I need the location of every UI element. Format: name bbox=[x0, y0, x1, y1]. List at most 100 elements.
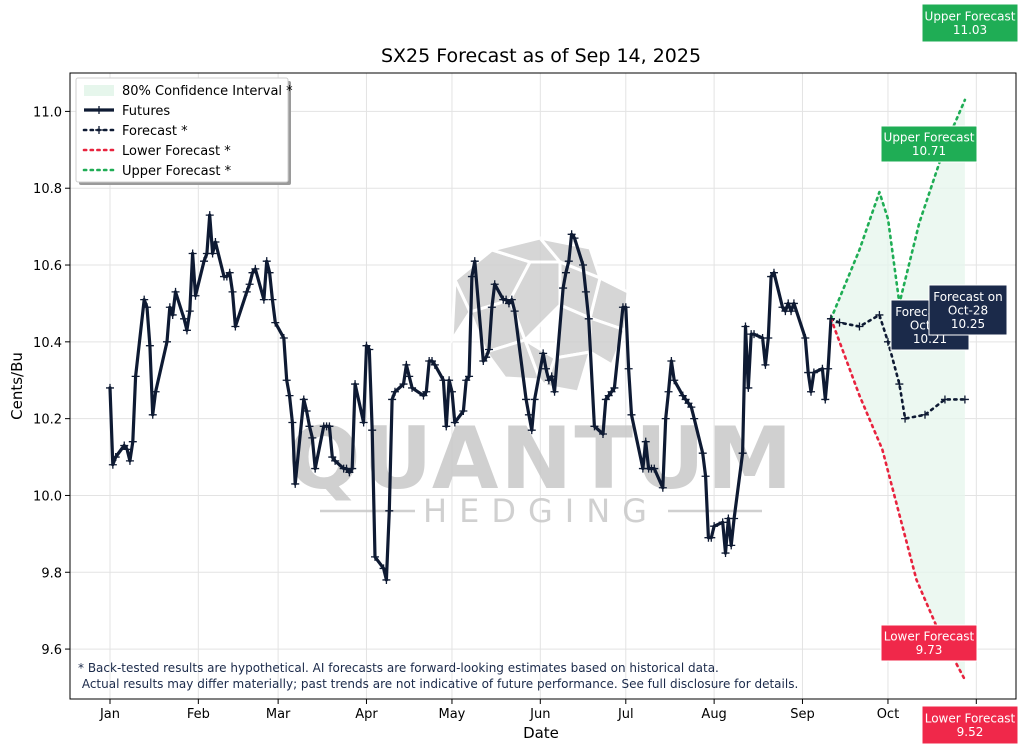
data-point-marker bbox=[402, 360, 411, 369]
data-point-marker bbox=[450, 418, 459, 427]
annotation-text: Upper Forecast bbox=[925, 10, 1016, 24]
data-point-marker bbox=[710, 522, 719, 531]
data-point-marker bbox=[123, 445, 132, 454]
data-point-marker bbox=[764, 333, 773, 342]
annotation-text: 10.25 bbox=[951, 317, 985, 331]
data-point-marker bbox=[279, 333, 288, 342]
data-point-marker bbox=[385, 506, 394, 515]
data-point-marker bbox=[581, 287, 590, 296]
data-point-marker bbox=[205, 211, 214, 220]
data-point-marker bbox=[106, 383, 114, 392]
data-point-marker bbox=[598, 430, 607, 439]
x-tick-label: Sep bbox=[790, 707, 815, 722]
data-point-marker bbox=[268, 295, 277, 304]
data-point-marker bbox=[171, 287, 180, 296]
data-point-marker bbox=[262, 257, 271, 266]
data-point-marker bbox=[507, 295, 516, 304]
data-point-marker bbox=[809, 368, 818, 377]
data-point-marker bbox=[311, 464, 320, 473]
annotation-text: Forecast on bbox=[933, 290, 1003, 304]
data-point-marker bbox=[371, 552, 380, 561]
data-point-marker bbox=[245, 280, 254, 289]
legend-label: Lower Forecast * bbox=[122, 144, 231, 159]
data-point-marker bbox=[388, 395, 397, 404]
data-point-marker bbox=[701, 472, 710, 481]
y-tick-label: 10.2 bbox=[33, 413, 62, 428]
data-point-marker bbox=[718, 518, 727, 527]
y-axis-label: Cents/Bu bbox=[8, 352, 26, 420]
x-tick-label: Jan bbox=[99, 707, 120, 722]
data-point-marker bbox=[180, 314, 189, 323]
legend-swatch-band bbox=[84, 85, 114, 96]
data-point-marker bbox=[459, 406, 468, 415]
data-point-marker bbox=[824, 364, 833, 373]
data-point-marker bbox=[741, 322, 750, 331]
annotation-text: 10.71 bbox=[912, 144, 946, 158]
data-point-marker bbox=[750, 330, 759, 339]
y-tick-label: 10.6 bbox=[33, 259, 62, 274]
y-tick-label: 9.8 bbox=[41, 566, 62, 581]
data-point-marker bbox=[707, 533, 716, 542]
data-point-marker bbox=[191, 291, 200, 300]
data-point-marker bbox=[527, 426, 536, 435]
data-point-marker bbox=[801, 333, 810, 342]
data-point-marker bbox=[807, 387, 816, 396]
data-point-marker bbox=[148, 410, 157, 419]
x-tick-label: May bbox=[439, 707, 466, 722]
data-point-marker bbox=[382, 575, 391, 584]
data-point-marker bbox=[151, 387, 160, 396]
data-point-marker bbox=[351, 380, 360, 389]
data-point-marker bbox=[875, 310, 884, 319]
legend-label: Upper Forecast * bbox=[122, 164, 232, 179]
data-point-marker bbox=[721, 549, 730, 558]
data-point-marker bbox=[282, 376, 291, 385]
annotation-box bbox=[928, 284, 1008, 336]
data-point-marker bbox=[447, 387, 456, 396]
data-point-marker bbox=[365, 345, 374, 354]
data-point-marker bbox=[530, 395, 539, 404]
data-point-marker bbox=[789, 299, 798, 308]
data-point-marker bbox=[901, 414, 910, 423]
data-point-marker bbox=[727, 541, 736, 550]
annotation-box bbox=[880, 624, 978, 662]
data-point-marker bbox=[305, 422, 314, 431]
annotation-box bbox=[921, 3, 1019, 43]
legend-box bbox=[75, 77, 289, 183]
data-point-marker bbox=[698, 449, 707, 458]
data-point-marker bbox=[690, 414, 699, 423]
data-point-marker bbox=[348, 464, 357, 473]
data-point-marker bbox=[442, 422, 451, 431]
data-point-marker bbox=[185, 307, 194, 316]
y-tick-label: 10.4 bbox=[33, 336, 62, 351]
data-point-marker bbox=[826, 314, 835, 323]
data-point-marker bbox=[182, 326, 191, 335]
data-point-marker bbox=[650, 464, 659, 473]
data-point-marker bbox=[769, 268, 778, 277]
y-axis: 9.6 9.8 10.0 10.2 10.4 10.6 10.8 11.0 bbox=[33, 105, 70, 658]
data-point-marker bbox=[251, 264, 260, 273]
x-tick-label: Jun bbox=[529, 707, 550, 722]
data-point-marker bbox=[590, 422, 599, 431]
data-point-marker bbox=[550, 387, 559, 396]
data-point-marker bbox=[490, 280, 499, 289]
data-point-marker bbox=[302, 406, 311, 415]
annotation-text: Oct-28 bbox=[948, 303, 988, 317]
data-point-marker bbox=[610, 383, 619, 392]
y-tick-label: 10.0 bbox=[33, 489, 62, 504]
data-point-marker bbox=[584, 314, 593, 323]
data-point-marker bbox=[661, 414, 670, 423]
annotation-box bbox=[880, 125, 978, 163]
data-point-marker bbox=[399, 380, 408, 389]
data-point-marker bbox=[730, 514, 739, 523]
data-point-marker bbox=[487, 303, 496, 312]
data-point-marker bbox=[143, 303, 152, 312]
data-point-marker bbox=[299, 395, 308, 404]
data-point-marker bbox=[522, 395, 531, 404]
disclaimer-line-2: Actual results may differ materially; pa… bbox=[78, 677, 798, 691]
data-point-marker bbox=[960, 395, 969, 404]
data-point-marker bbox=[624, 364, 633, 373]
data-point-marker bbox=[231, 322, 240, 331]
